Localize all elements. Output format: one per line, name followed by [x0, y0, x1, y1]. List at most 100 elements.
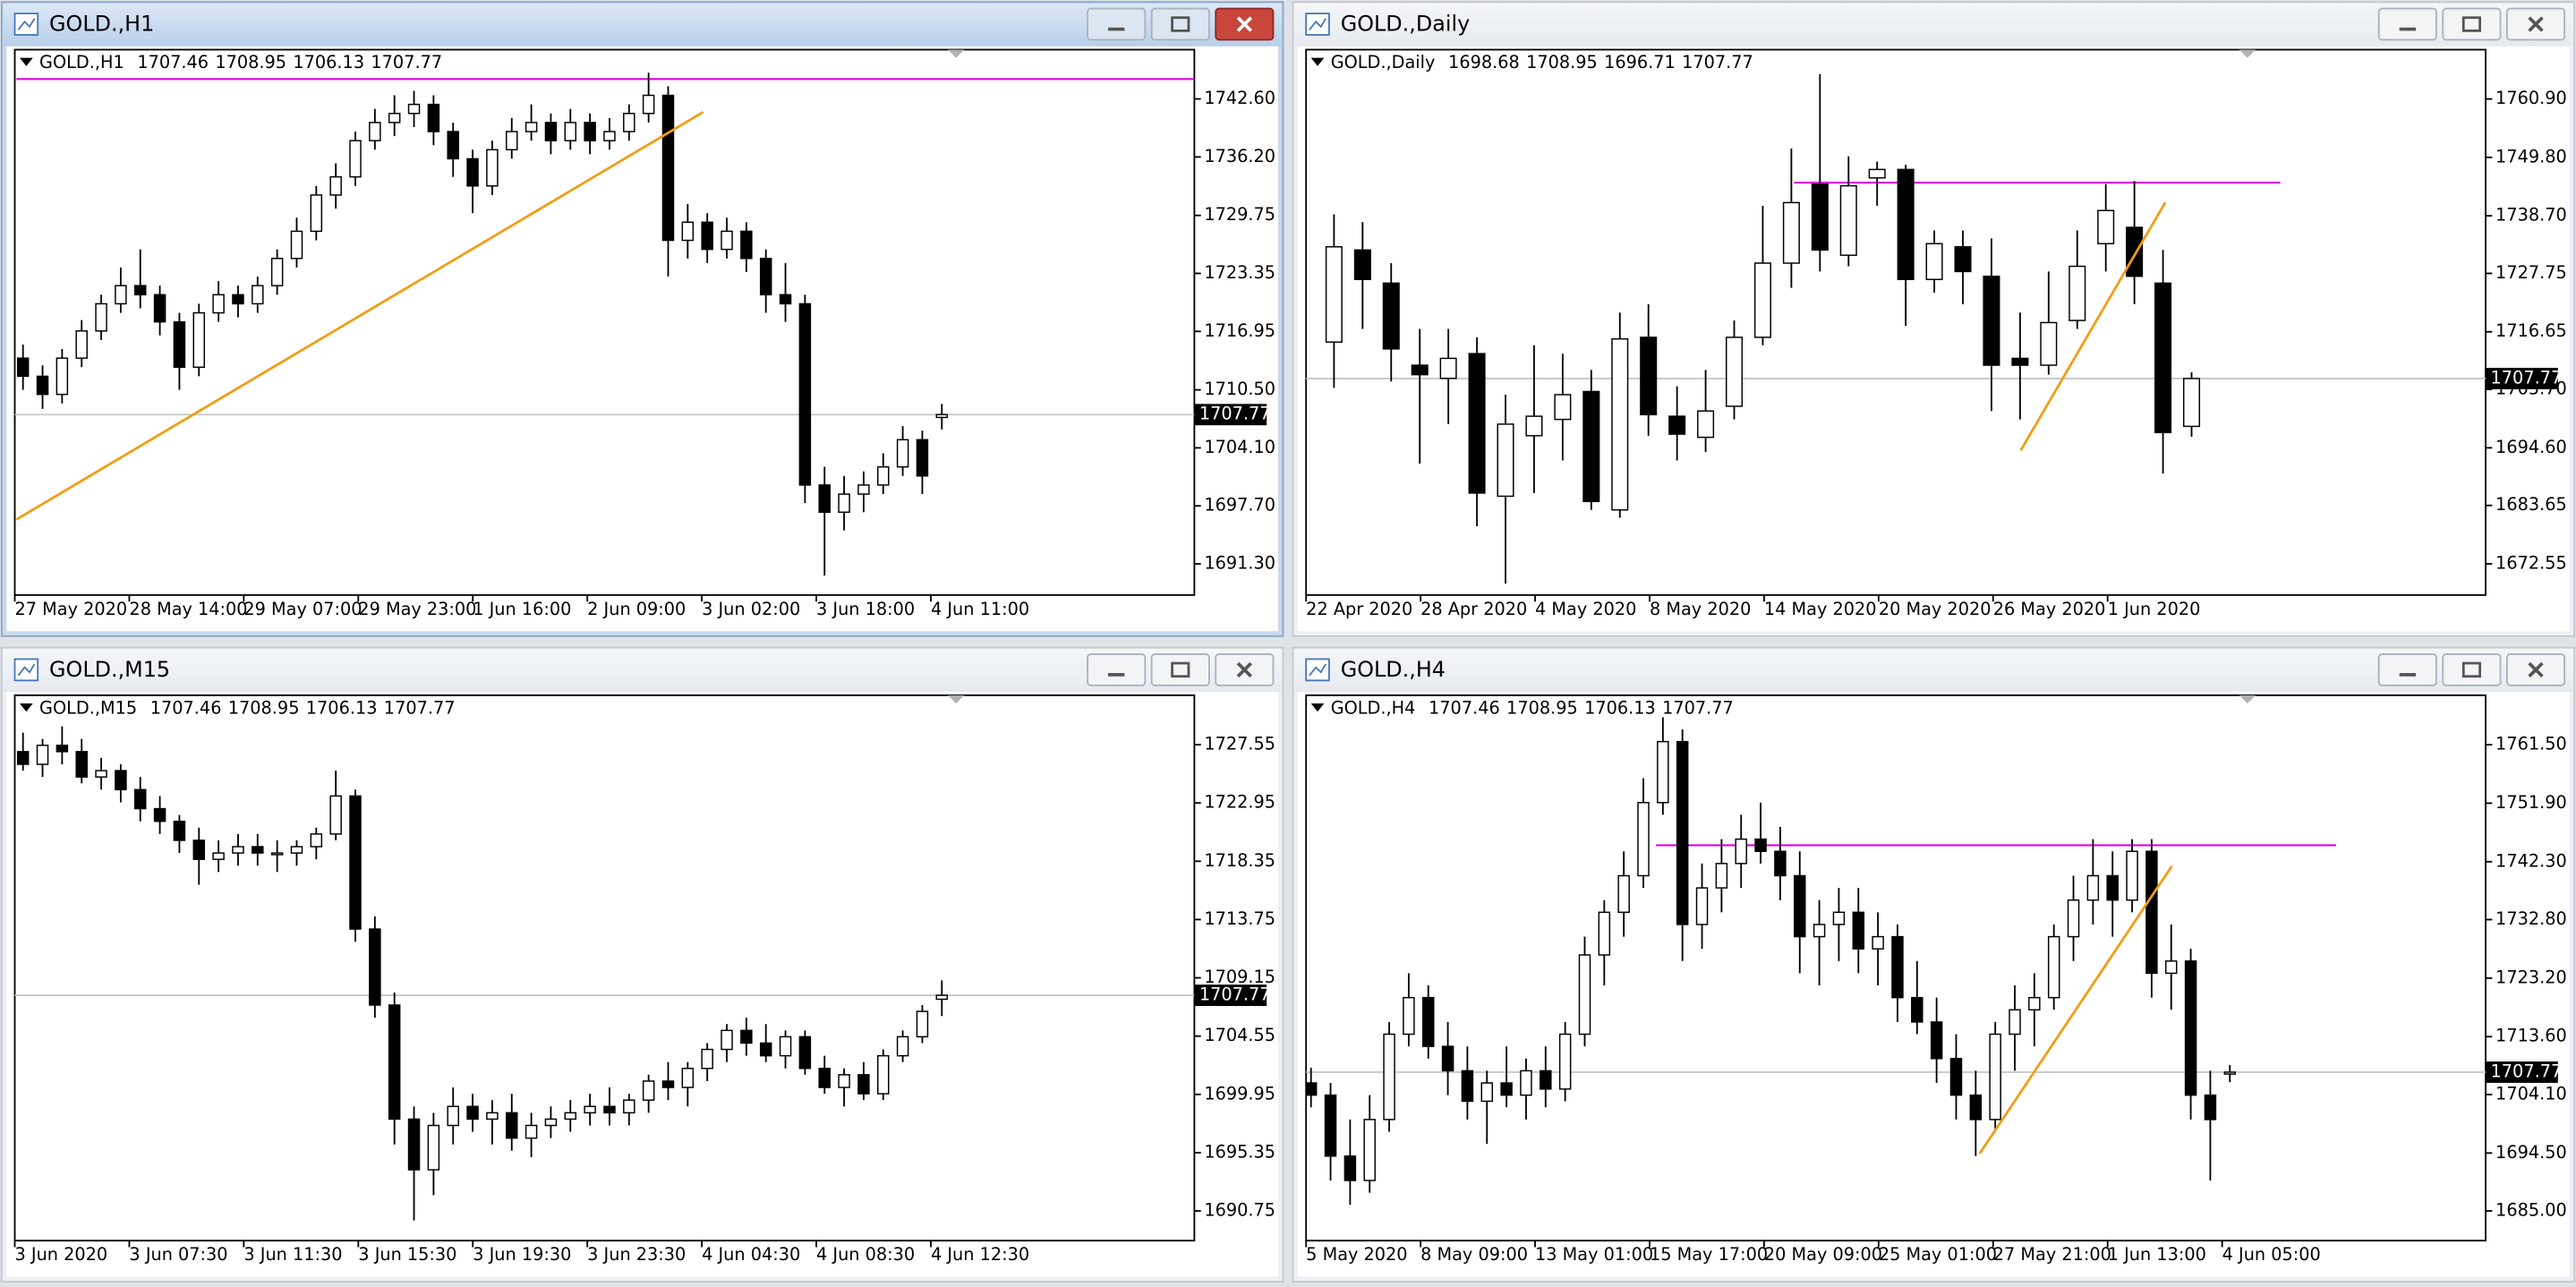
- maximize-button[interactable]: [1150, 653, 1210, 686]
- chart-window[interactable]: GOLD.,H4 1761.50 1751.90 1742.30 1732.80 1723…: [1292, 646, 2576, 1283]
- current-price-box: [2486, 1061, 2558, 1083]
- trendlines: [15, 111, 2173, 1155]
- candle-body: [740, 230, 753, 260]
- candle-body: [2068, 265, 2086, 321]
- maximize-button[interactable]: [2442, 7, 2502, 41]
- candle-body: [134, 788, 147, 810]
- candle-body: [564, 1112, 577, 1121]
- y-tick-label: 1704.55: [1204, 1025, 1275, 1045]
- candle-body: [310, 194, 323, 233]
- x-tick-label: 3 Jun 15:30: [358, 1244, 456, 1265]
- candle-body: [1715, 863, 1728, 889]
- current-price-label: 1707.77: [2491, 1061, 2563, 1081]
- maximize-button[interactable]: [2442, 653, 2502, 686]
- chart-window[interactable]: GOLD.,M15 1727.55 1722.95 1718.35 1713.75 170…: [0, 646, 1284, 1283]
- candle-body: [1598, 911, 1611, 956]
- x-tick-label: 20 May 09:00: [1764, 1244, 1882, 1265]
- x-tick-label: 1 Jun 16:00: [473, 599, 571, 619]
- y-tick-label: 1694.50: [2495, 1142, 2567, 1163]
- candle-body: [1811, 183, 1829, 251]
- info-line: GOLD.,H4 1707.46 1708.95 1706.13 1707.77: [1331, 697, 1734, 718]
- candle-body: [1695, 887, 1709, 925]
- scroll-marker: [948, 695, 965, 703]
- info-price: 1706.13: [306, 697, 378, 718]
- button-face: [2377, 653, 2437, 686]
- maximize-button[interactable]: [1150, 7, 1210, 41]
- close-button[interactable]: [2505, 653, 2566, 686]
- button-face: [1087, 653, 1147, 686]
- y-tick-label: 1723.20: [2495, 967, 2567, 987]
- button-glyph: [2461, 661, 2482, 678]
- candle-body: [2106, 874, 2119, 901]
- candle-body: [466, 158, 479, 187]
- candle-body: [1383, 1033, 1395, 1121]
- minimize-button[interactable]: [2377, 653, 2437, 686]
- candle-body: [623, 113, 635, 132]
- info-triangle: [20, 703, 33, 712]
- button-glyph: [1171, 661, 1190, 678]
- chart-border: [1305, 694, 2486, 1242]
- x-tick-label: 5 May 2020: [1306, 1244, 1407, 1265]
- minimize-button[interactable]: [2377, 7, 2437, 41]
- close-button[interactable]: [1215, 653, 1275, 686]
- trendline: [2019, 201, 2167, 452]
- candle-body: [584, 122, 596, 141]
- minimize-button[interactable]: [1087, 653, 1147, 686]
- candle-body: [935, 994, 949, 1001]
- chart-window[interactable]: GOLD.,Daily 1760.90 1749.80 1738.70 1727.75 1…: [1292, 1, 2576, 637]
- candle-body: [252, 846, 264, 854]
- scroll-marker: [2239, 49, 2256, 58]
- x-tick-label: 22 Apr 2020: [1306, 599, 1412, 619]
- candle-body: [506, 1112, 518, 1139]
- x-tick-label: 3 Jun 18:00: [816, 599, 915, 619]
- candle-body: [1441, 1045, 1454, 1072]
- candle-body: [2097, 209, 2115, 244]
- button-glyph: [1236, 661, 1253, 678]
- button-face: [1150, 7, 1210, 41]
- candle-body: [388, 1004, 401, 1121]
- candle-body: [740, 1029, 753, 1044]
- info-symbol: GOLD.,H4: [1331, 697, 1416, 718]
- y-tick-label: 1729.75: [1204, 204, 1275, 225]
- y-tick-label: 1727.75: [2495, 262, 2567, 283]
- chart-window[interactable]: GOLD.,H1 1742.60 1736.20 1729.75 1723.35 1716…: [0, 1, 1284, 637]
- candle-body: [1382, 282, 1400, 350]
- button-glyph: [1171, 16, 1190, 32]
- candle-body: [642, 94, 655, 115]
- chart-border: [13, 48, 1196, 596]
- y-tick-label: 1727.55: [1204, 734, 1275, 754]
- info-triangle: [20, 57, 33, 66]
- candle-body: [2223, 1071, 2237, 1075]
- y-tick-label: 1751.90: [2495, 792, 2567, 813]
- button-face: [1150, 653, 1210, 686]
- candle-body: [1872, 935, 1884, 950]
- info-price: 1707.77: [384, 697, 456, 718]
- window-icon-glyph: [17, 18, 36, 31]
- x-tick-label: 8 May 09:00: [1420, 1244, 1528, 1265]
- candle-body: [1891, 935, 1904, 999]
- close-button[interactable]: [2505, 7, 2566, 41]
- candle-body: [506, 131, 518, 151]
- x-tick-label: 13 May 01:00: [1535, 1244, 1653, 1265]
- candle-body: [232, 294, 244, 305]
- x-tick-label: 27 May 21:00: [1993, 1244, 2111, 1265]
- candle-body: [349, 795, 362, 930]
- title-bar: [3, 4, 1282, 47]
- info-triangle: [1310, 57, 1325, 66]
- candle-body: [1306, 1082, 1318, 1096]
- window-title: GOLD.,Daily: [1341, 11, 1470, 36]
- close-button[interactable]: [1215, 7, 1275, 41]
- window-title: GOLD.,H4: [1341, 657, 1446, 682]
- info-price: 1708.95: [1526, 52, 1598, 72]
- candle-body: [916, 1010, 929, 1038]
- x-tick-label: 25 May 01:00: [1879, 1244, 1997, 1265]
- candle-body: [310, 833, 323, 848]
- x-tick-label: 28 May 14:00: [129, 599, 247, 619]
- y-tick-label: 1694.60: [2495, 437, 2567, 457]
- candle-body: [1520, 1070, 1532, 1096]
- minimize-button[interactable]: [1087, 7, 1147, 41]
- window-icon-glyph: [1309, 663, 1327, 677]
